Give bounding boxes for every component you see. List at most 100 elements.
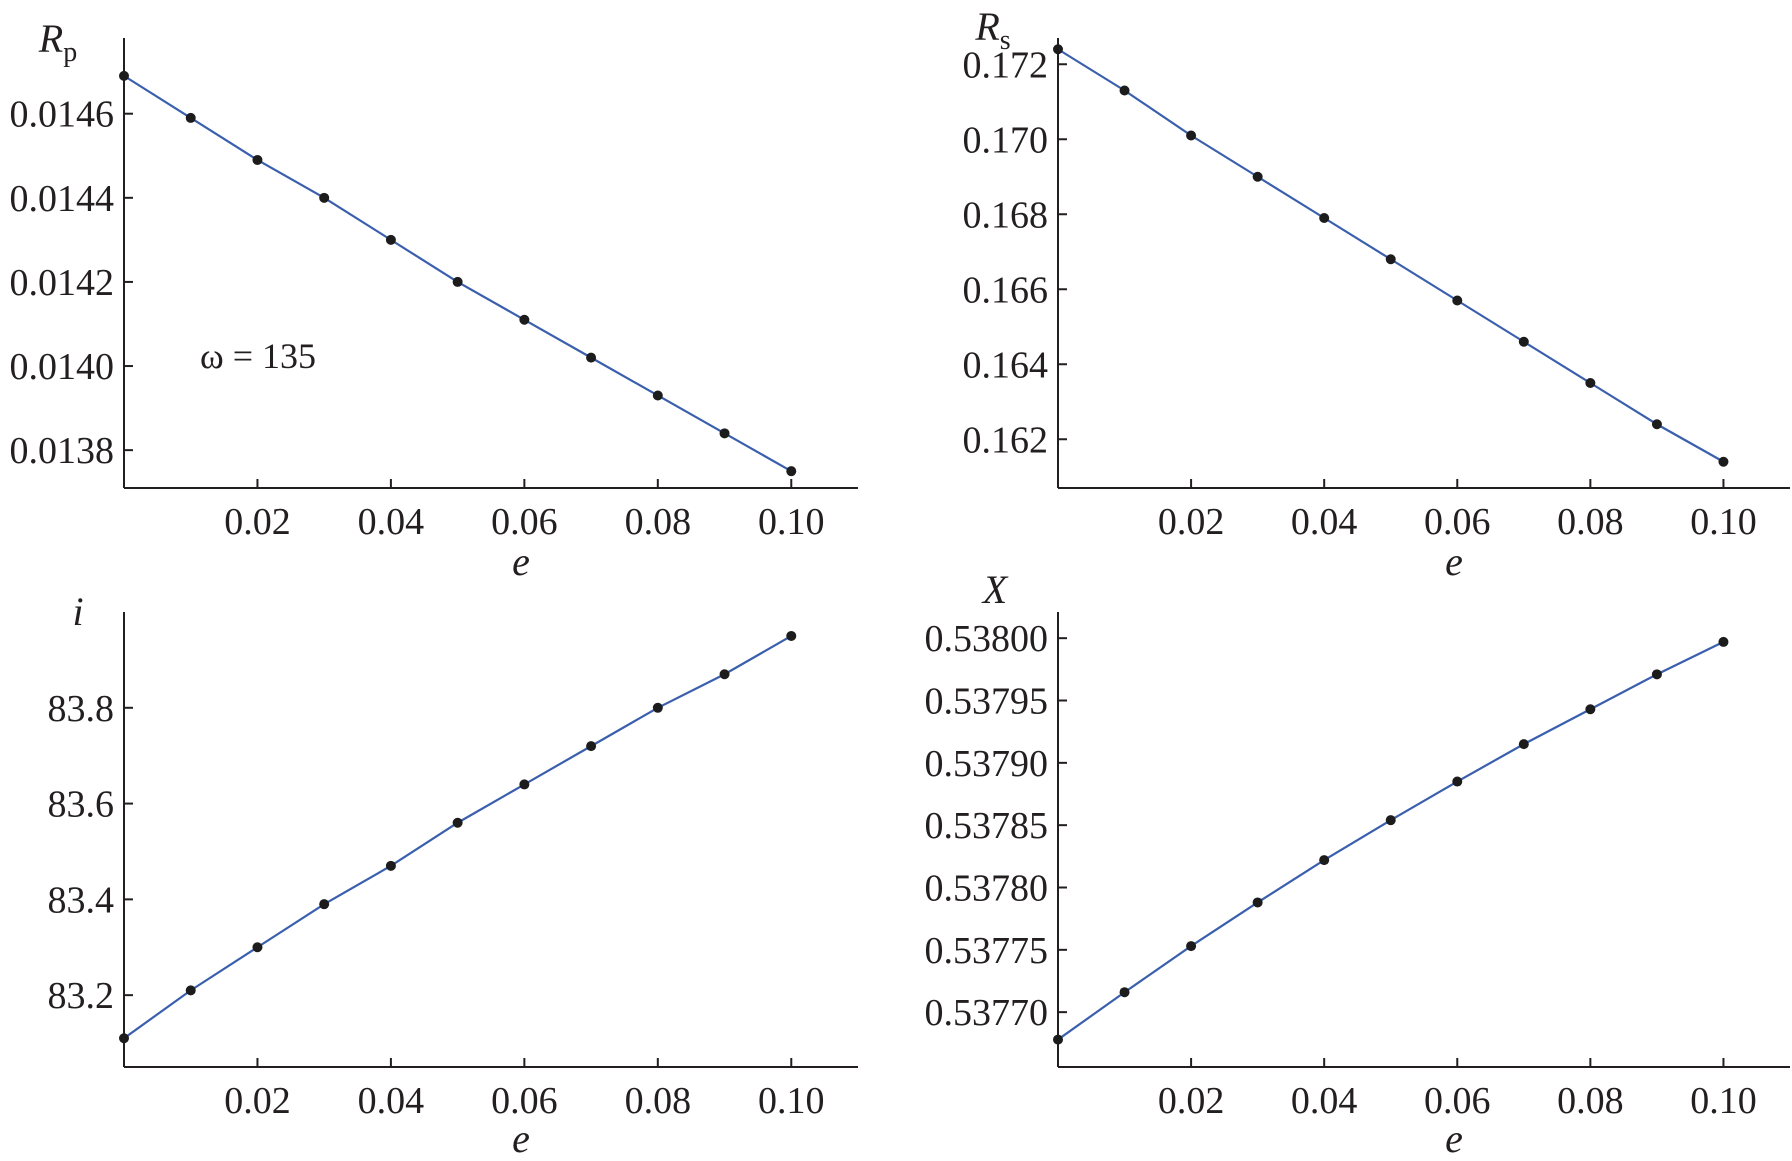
x-tick-label: 0.04: [1291, 501, 1358, 543]
data-point: [452, 276, 463, 287]
data-point: [185, 112, 196, 123]
x-axis-title: e: [1445, 1116, 1463, 1161]
x-tick-label: 0.04: [358, 1080, 425, 1122]
data-point: [786, 630, 797, 641]
y-tick-label: 0.0144: [10, 178, 115, 220]
x-tick-label: 0.02: [224, 1080, 291, 1122]
y-tick-label: 0.0146: [10, 94, 115, 136]
y-axis-title-main: X: [981, 567, 1009, 612]
y-tick-label: 0.0138: [10, 430, 115, 472]
data-point: [1518, 336, 1529, 347]
x-tick-label: 0.06: [1424, 1080, 1491, 1122]
chart-panel-3: 83.2 83.4 83.6 83.8 0.02 0.04 0.06 0.08 0.10 i e: [48, 589, 858, 1161]
data-point: [1385, 815, 1396, 826]
data-point: [319, 192, 330, 203]
data-point: [1585, 704, 1596, 715]
x-axis-title: e: [512, 1116, 530, 1161]
y-tick-label: 0.164: [963, 344, 1049, 386]
y-axis-title-main: R: [974, 4, 999, 49]
data-point: [1186, 130, 1197, 141]
data-point: [252, 942, 263, 953]
data-point: [652, 702, 663, 713]
y-tick-label: 83.4: [48, 879, 115, 921]
y-tick-label: 0.0142: [10, 262, 115, 304]
data-point: [519, 779, 530, 790]
x-axis-title: e: [1445, 539, 1463, 584]
y-tick-label: 83.2: [48, 975, 115, 1017]
series-line: [1057, 640, 1724, 1041]
data-point: [1585, 378, 1596, 388]
data-point: [385, 860, 396, 871]
y-tick-label: 0.53785: [925, 805, 1049, 847]
y-tick-label: 0.168: [963, 194, 1049, 236]
data-point: [1053, 44, 1063, 55]
x-tick-label: 0.06: [491, 501, 558, 543]
x-tick-label: 0.10: [1690, 501, 1757, 543]
chart-panel-2: 0.162 0.164 0.166 0.168 0.170 0.172 0.02 0.04 0.…: [963, 4, 1790, 584]
data-point: [319, 899, 330, 910]
y-tick-label: 0.0140: [10, 346, 115, 388]
x-tick-label: 0.02: [224, 501, 291, 543]
data-point: [452, 817, 463, 828]
series-line: [123, 74, 792, 473]
data-point: [185, 985, 196, 996]
y-tick-label: 0.53770: [925, 992, 1049, 1034]
chart-panel-4: 0.53770 0.53775 0.53780 0.53785 0.53790 0.537…: [925, 567, 1790, 1161]
x-tick-label: 0.02: [1158, 1080, 1225, 1122]
data-point: [786, 466, 797, 477]
x-tick-label: 0.10: [758, 1080, 825, 1122]
y-tick-label: 0.53800: [925, 618, 1049, 660]
y-tick-label: 83.6: [48, 784, 115, 826]
x-tick-label: 0.08: [1557, 1080, 1624, 1122]
y-axis-title-subscript: s: [1000, 25, 1011, 56]
y-axis-title: i: [72, 589, 83, 634]
data-point: [586, 741, 597, 752]
x-tick-label: 0.10: [1690, 1080, 1757, 1122]
chart-annotation: ω = 135: [200, 336, 316, 376]
y-tick-label: 0.53775: [925, 930, 1049, 972]
y-axis-title: X: [981, 567, 1009, 612]
y-axis-title-main: i: [72, 589, 83, 634]
y-axis-title: Rp: [38, 16, 77, 68]
x-tick-label: 0.02: [1158, 501, 1225, 543]
data-point: [1651, 419, 1662, 430]
data-point: [1252, 897, 1263, 908]
data-point: [1119, 85, 1130, 96]
data-point: [719, 428, 730, 439]
x-tick-label: 0.04: [358, 501, 425, 543]
x-tick-label: 0.08: [625, 501, 692, 543]
y-tick-label: 0.53790: [925, 743, 1049, 785]
y-tick-label: 83.8: [48, 688, 115, 730]
data-point: [586, 352, 597, 363]
y-tick-label: 0.166: [963, 269, 1049, 311]
data-point: [1385, 254, 1396, 265]
y-axis-title: Rs: [974, 4, 1010, 56]
x-axis-title: e: [512, 539, 530, 584]
y-axis-title-main: R: [38, 16, 63, 61]
y-tick-label: 0.53795: [925, 681, 1049, 723]
x-tick-label: 0.08: [1557, 501, 1624, 543]
x-tick-label: 0.06: [491, 1080, 558, 1122]
data-point: [519, 314, 530, 325]
data-point: [1053, 1034, 1063, 1045]
data-point: [1718, 456, 1729, 467]
x-tick-label: 0.04: [1291, 1080, 1358, 1122]
data-point: [719, 669, 730, 680]
data-point: [1252, 171, 1263, 182]
data-point: [1651, 669, 1662, 680]
y-tick-label: 0.53780: [925, 867, 1049, 909]
chart-panel-1: 0.0138 0.0140 0.0142 0.0144 0.0146 0.02 0.04 0.…: [10, 16, 858, 584]
data-point: [1186, 941, 1197, 952]
data-point: [385, 234, 396, 245]
x-tick-label: 0.10: [758, 501, 825, 543]
data-point: [119, 1033, 129, 1044]
x-tick-label: 0.08: [625, 1080, 692, 1122]
y-axis-title-subscript: p: [63, 37, 77, 68]
data-point: [1452, 295, 1463, 306]
data-point: [1518, 739, 1529, 750]
data-point: [1119, 987, 1130, 998]
data-point: [252, 154, 263, 165]
data-point: [652, 390, 663, 401]
y-tick-label: 0.162: [963, 419, 1049, 461]
